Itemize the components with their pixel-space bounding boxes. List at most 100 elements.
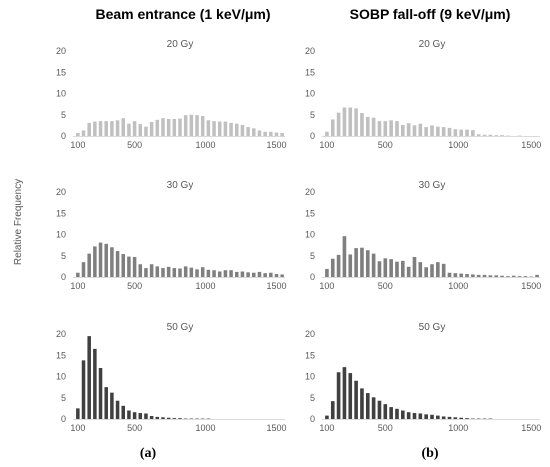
bar [274,132,279,136]
bar [354,108,358,137]
y-tick-label: 0 [61,414,66,424]
panel-title: 30 Gy [167,180,194,191]
x-tick-label: 500 [127,423,142,433]
bar [330,119,335,136]
bar [465,418,469,419]
bar [132,412,137,419]
sublabel-b: (b) [421,446,438,461]
bar [325,268,329,277]
bar [453,417,458,419]
bar [424,127,428,136]
bar [482,274,487,278]
bar [217,121,222,136]
panel-30gy-a: 30 Gy 0 5 10 15 20 100 500 1000 1500 [56,180,287,291]
x-tick-label: 500 [127,281,142,291]
bar [161,268,165,277]
y-tick-label: 20 [305,329,315,339]
bar [149,264,154,277]
bar [476,274,481,278]
bar [406,412,411,419]
bar [252,128,256,136]
y-tick-label: 10 [305,372,315,382]
panel-50gy-a: 50 Gy 0 5 10 15 20 100 500 1000 1500 [56,322,287,433]
y-axis-label: Relative Frequency [13,179,24,265]
x-tick-label: 1500 [266,140,286,150]
bar [172,268,177,277]
bar [132,121,137,137]
bar [81,360,86,419]
y-tick-label: 15 [56,67,66,77]
panel-title: 30 Gy [419,180,446,191]
bar [430,414,434,419]
bar [506,276,510,277]
bar [453,129,458,136]
y-tick-label: 10 [56,372,66,382]
bar [93,121,97,136]
bar [336,372,341,419]
bar [144,413,148,419]
x-tick-label: 1500 [521,140,541,150]
bar [115,251,120,277]
bar [325,131,329,136]
x-tick-label: 500 [378,423,393,433]
y-tick-label: 5 [310,393,315,403]
y-tick-label: 0 [310,272,315,282]
panel-title: 20 Gy [419,39,446,50]
bar [183,266,188,278]
bar [447,416,452,420]
bar [246,272,250,277]
y-tick-label: 15 [305,208,315,218]
bar [447,127,452,136]
bar [87,122,91,136]
bar [144,268,148,277]
bar [459,417,463,419]
bar [212,121,216,137]
bar [436,262,440,278]
bar [166,119,171,136]
bar [149,416,154,419]
y-tick-label: 15 [56,208,66,218]
bar [240,124,245,136]
bar [453,273,458,277]
panel-50gy-b: 50 Gy 0 5 10 15 20 100 500 1000 1500 [305,322,541,433]
bar [377,261,382,277]
y-tick-label: 5 [61,393,66,403]
bar [110,392,114,419]
bar [104,387,108,420]
bar [441,263,446,277]
bar [189,114,194,136]
bar [418,262,423,278]
bar [195,115,199,136]
bar [465,274,469,277]
x-tick-label: 100 [319,281,334,291]
bar [155,119,160,136]
bar [330,401,335,419]
bar [494,275,499,277]
bar [377,121,382,137]
bar [517,276,522,277]
panel-30gy-b: 30 Gy 0 5 10 15 20 100 500 1000 1500 [305,180,541,291]
bar [365,116,370,137]
bar [263,131,267,136]
bar [365,250,370,277]
bar [371,253,376,278]
bar [406,123,411,136]
y-tick-label: 15 [305,67,315,77]
bar [348,373,353,419]
y-tick-label: 5 [61,110,66,120]
bar [189,267,194,277]
bar [178,268,182,277]
x-tick-label: 100 [70,281,85,291]
x-tick-label: 100 [319,140,334,150]
x-tick-label: 1500 [266,281,286,291]
bar [342,107,347,136]
y-tick-label: 5 [310,110,315,120]
bar [115,400,120,419]
x-tick-label: 1500 [266,423,286,433]
bar [81,130,86,136]
bar [229,122,233,136]
bar [330,258,335,277]
bar [257,271,262,277]
bar [280,274,284,277]
